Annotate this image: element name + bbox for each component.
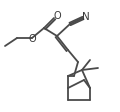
Text: N: N [82, 12, 90, 22]
Text: O: O [28, 34, 36, 44]
Text: O: O [53, 11, 61, 21]
